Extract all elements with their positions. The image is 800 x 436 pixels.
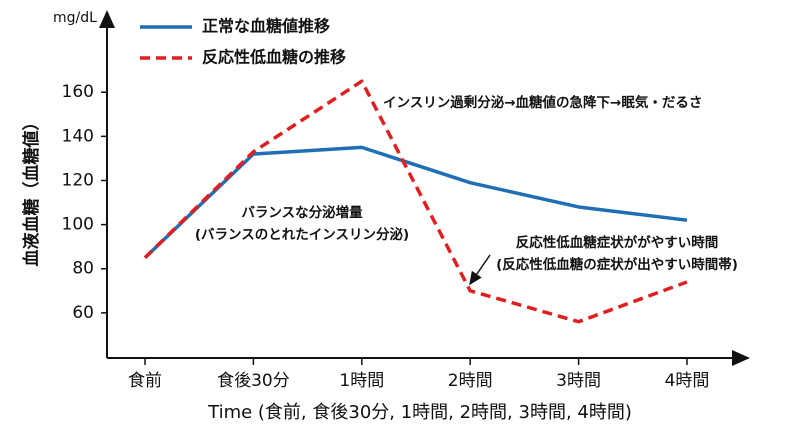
legend-label: 反応性低血糖の推移 [202, 48, 346, 67]
x-tick-label: 4時間 [665, 371, 710, 391]
x-tick-label: 食後30分 [217, 371, 290, 391]
y-tick-label: 160 [62, 82, 94, 102]
annotation: バランスな分泌増量 [241, 204, 363, 221]
x-tick-label: 2時間 [448, 371, 493, 391]
y-tick-label: 100 [62, 215, 94, 235]
y-axis-label: 血液血糖（血糖値） [21, 114, 42, 267]
annotation: インスリン過剰分泌→血糖値の急降下→眠気・だるさ [383, 94, 702, 111]
y-tick-label: 60 [72, 303, 94, 323]
x-axis-label: Time (食前, 食後30分, 1時間, 2時間, 3時間, 4時間) [207, 402, 632, 423]
x-tick-label: 1時間 [339, 371, 384, 391]
series-line [143, 145, 688, 259]
y-tick-label: 80 [72, 259, 94, 279]
legend-label: 正常な血糖値推移 [202, 17, 330, 36]
annotation: 反応性低血糖症状ががやすい時間 [516, 234, 719, 251]
annotation: (反応性低血糖の症状が出やすい時間帯) [496, 256, 738, 273]
y-unit: mg/dL [53, 10, 97, 26]
annotation-arrow [469, 254, 491, 286]
y-tick-label: 140 [62, 126, 94, 146]
y-tick-label: 120 [62, 170, 94, 190]
series-line [143, 79, 688, 324]
annotation: (バランスのとれたインスリン分泌) [195, 226, 409, 243]
x-tick-label: 食前 [128, 371, 162, 391]
x-tick-label: 3時間 [556, 371, 601, 391]
